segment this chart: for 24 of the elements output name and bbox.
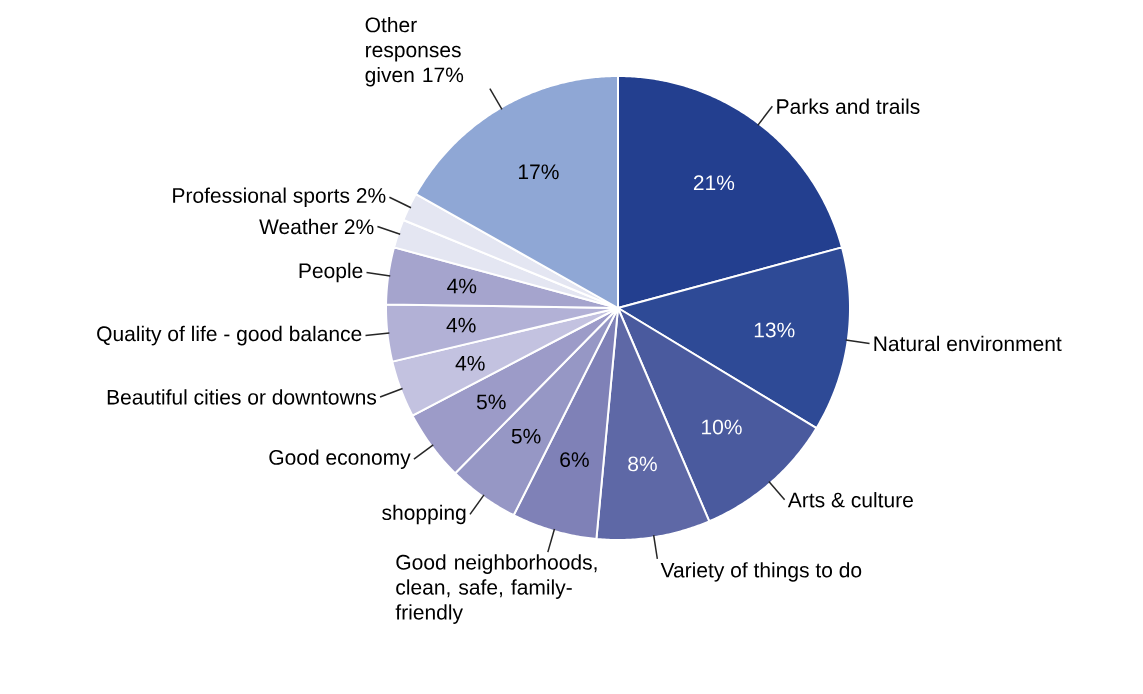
slice-label: Parks and trails [777,98,920,114]
slice-label: Other responses given 17% [365,16,464,87]
data-label: 21% [693,175,735,191]
data-label: 4% [446,317,476,333]
data-label: 4% [455,355,485,371]
slice-label: People [299,262,363,283]
slice-label: Beautiful cities or downtowns [107,389,377,405]
data-label: 10% [702,419,742,435]
slice-label: Variety of things to do [660,562,862,582]
slice-label: Good economy [269,449,411,469]
data-label: 13% [754,322,795,338]
data-label: 4% [447,278,477,294]
slice-label: shopping [382,504,466,525]
slice-label: Quality of life - good balance [97,325,362,346]
slice-label: Professional sports 2% [173,187,386,208]
slice-label: Arts & culture [787,492,913,508]
data-label: 5% [511,428,541,444]
slice-label: Natural environment [874,335,1062,352]
data-label: 8% [628,456,657,472]
data-label: 17% [519,164,559,180]
slice-label: Weather 2% [259,218,374,235]
slice-label: Good neighborhoods, clean, safe, family-friendly [395,554,597,624]
data-label: 5% [476,394,506,410]
data-label: 6% [560,452,589,468]
